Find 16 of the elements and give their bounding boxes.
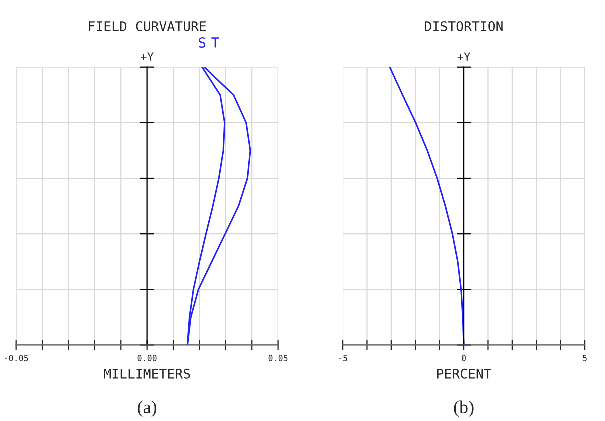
series-label: S [199,37,206,48]
x-tick-label: 0.00 [138,355,157,362]
x-tick-label: 5 [583,355,587,362]
x-tick-label: 0 [462,355,466,362]
x-axis-title: MILLIMETERS [104,368,190,379]
series-label: T [212,38,220,48]
x-tick-label: -5 [339,355,348,362]
x-axis-title: PERCENT [438,368,492,379]
text: (b) [454,400,474,418]
y-axis-title: +Y [458,52,471,61]
chart-title: DISTORTION [425,21,503,32]
y-axis-title: +Y [141,52,154,61]
chart-title: FIELD CURVATURE [89,21,206,32]
x-tick-label: 0.05 [268,355,288,362]
x-tick-label: -0.05 [5,355,28,362]
text: (a) [138,400,157,418]
